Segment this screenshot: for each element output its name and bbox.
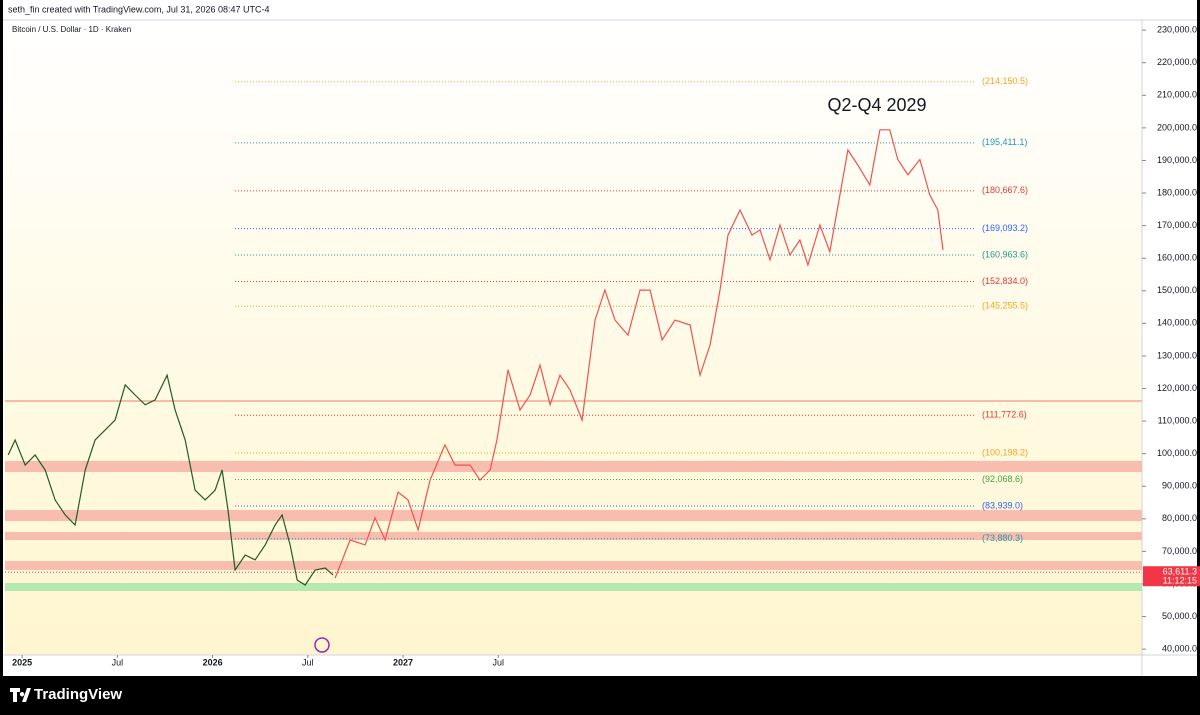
level-label: (100,198.2) — [982, 447, 1028, 457]
x-tick-label: Jul — [302, 657, 314, 667]
x-tick-label: 2025 — [12, 657, 32, 667]
y-tick-label: 120,000.0 — [1157, 383, 1197, 393]
y-tick-label: 170,000.0 — [1157, 220, 1197, 230]
level-label: (195,411.1) — [982, 137, 1027, 147]
y-tick-label: 70,000.0 — [1162, 546, 1197, 556]
level-label: (214,150.5) — [982, 76, 1028, 86]
y-tick-label: 130,000.0 — [1157, 350, 1197, 360]
y-tick-label: 230,000.0 — [1157, 25, 1197, 35]
zone — [5, 532, 1142, 540]
y-tick-label: 180,000.0 — [1157, 187, 1197, 197]
brand: TradingView — [34, 686, 122, 703]
zone — [5, 583, 1142, 591]
y-tick-label: 200,000.0 — [1157, 122, 1197, 132]
annotation: Q2-Q4 2029 — [827, 95, 926, 115]
level-label: (152,834.0) — [982, 276, 1028, 286]
x-tick-label: 2026 — [203, 657, 223, 667]
y-tick-label: 210,000.0 — [1157, 90, 1197, 100]
plot-area — [5, 22, 1142, 655]
zone — [5, 460, 1142, 473]
zone — [5, 561, 1142, 570]
y-tick-label: 40,000.0 — [1162, 644, 1197, 654]
countdown: 11:12:15 — [1163, 576, 1197, 586]
chart-title: Bitcoin / U.S. Dollar · 1D · Kraken — [12, 25, 131, 34]
header: seth_fin created with TradingView.com, J… — [8, 4, 269, 14]
level-label: (111,772.6) — [982, 410, 1027, 420]
level-label: (169,093.2) — [982, 223, 1028, 233]
y-tick-label: 160,000.0 — [1157, 253, 1197, 263]
y-tick-label: 90,000.0 — [1162, 481, 1197, 491]
y-tick-label: 80,000.0 — [1162, 513, 1197, 523]
y-tick-label: 150,000.0 — [1157, 285, 1197, 295]
level-label: (180,667.6) — [982, 185, 1028, 195]
level-label: (160,963.6) — [982, 249, 1028, 259]
last-price-label: 63,611.3 — [1163, 567, 1197, 577]
y-tick-label: 100,000.0 — [1157, 448, 1197, 458]
level-label: (145,255.5) — [982, 301, 1028, 311]
x-tick-label: Jul — [112, 657, 124, 667]
logo-mark — [10, 688, 31, 702]
level-label: (73,880.3) — [982, 533, 1023, 543]
y-tick-label: 190,000.0 — [1157, 155, 1197, 165]
x-tick-label: 2027 — [393, 657, 413, 667]
price-line — [334, 129, 944, 579]
y-tick-label: 220,000.0 — [1157, 57, 1197, 67]
event-icon — [314, 637, 330, 653]
price-line — [7, 373, 334, 586]
last-price-box — [1143, 566, 1200, 587]
x-tick-label: Jul — [493, 657, 505, 667]
logo — [10, 688, 31, 702]
level-label: (92,068.6) — [982, 474, 1023, 484]
y-tick-label: 140,000.0 — [1157, 318, 1197, 328]
level-label: (83,939.0) — [982, 500, 1023, 510]
zone — [5, 510, 1142, 522]
y-tick-label: 110,000.0 — [1158, 415, 1197, 425]
y-tick-label: 50,000.0 — [1162, 611, 1197, 621]
